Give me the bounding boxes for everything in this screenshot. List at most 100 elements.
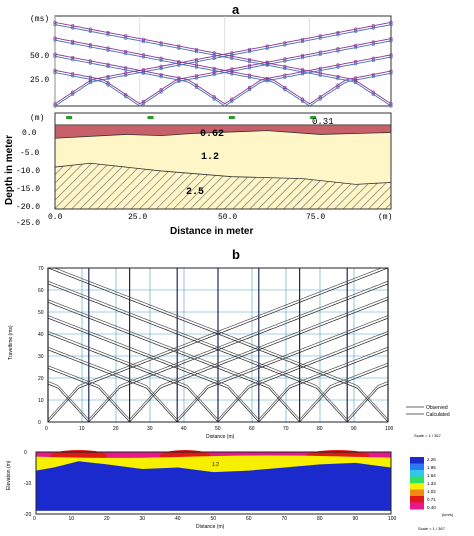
- data-point: [300, 53, 305, 58]
- calculated-curve: [47, 296, 389, 420]
- data-point: [300, 97, 305, 101]
- data-point: [141, 71, 146, 75]
- panel-b-bottom-xtick: 0: [33, 516, 36, 522]
- data-point: [177, 59, 181, 64]
- data-point: [212, 70, 216, 74]
- panel-b-top-ytick: 50: [38, 310, 44, 316]
- data-point: [283, 75, 287, 79]
- colorbar-tick: 0.71: [427, 497, 436, 502]
- panel-b-top-xtick: 10: [79, 426, 85, 432]
- data-point: [230, 72, 234, 76]
- data-point: [318, 71, 322, 75]
- data-point: [300, 56, 305, 60]
- data-point: [53, 54, 57, 58]
- panel-b-bottom-ytick: -20: [24, 512, 31, 518]
- data-point: [230, 70, 234, 74]
- observed-curve: [47, 267, 389, 423]
- data-point: [212, 53, 216, 57]
- data-point: [318, 52, 322, 56]
- layer-boundary: [54, 162, 392, 185]
- panel-a-bottom-frame: [54, 112, 392, 210]
- colorbar-swatch: [410, 496, 424, 503]
- data-point: [124, 71, 128, 75]
- panel-b-top-xtick: 50: [215, 426, 221, 432]
- data-point: [247, 60, 252, 64]
- observed-curve: [54, 55, 392, 107]
- receiver-marker: [228, 116, 235, 119]
- panel-b-top-ytick: 60: [38, 288, 44, 294]
- panel-b-top-ytick: 20: [38, 376, 44, 382]
- data-point: [71, 24, 75, 28]
- data-point: [106, 33, 110, 37]
- data-point: [371, 40, 375, 44]
- data-point: [371, 90, 375, 94]
- data-point: [371, 42, 375, 46]
- layer-2.5: [55, 163, 391, 209]
- colorbar-tick: 1.95: [427, 465, 436, 470]
- receiver-marker: [66, 116, 73, 119]
- data-point: [53, 38, 57, 42]
- data-point: [265, 63, 269, 67]
- data-point: [106, 48, 110, 52]
- panel-b-label: b: [232, 247, 240, 262]
- calculated-curve: [54, 21, 392, 105]
- data-point: [318, 73, 322, 77]
- data-point: [318, 95, 322, 99]
- panel-b-bottom-xlabel: Distance (m): [196, 524, 225, 530]
- panel-b-bottom-xtick: 50: [211, 516, 217, 522]
- data-point: [247, 66, 252, 70]
- data-point: [106, 77, 110, 81]
- data-point: [71, 74, 75, 78]
- colorbar-swatch: [410, 476, 424, 484]
- data-point: [247, 57, 252, 62]
- data-point: [247, 85, 252, 90]
- layer-boundary: [54, 130, 392, 139]
- data-point: [371, 58, 375, 63]
- calculated-curve: [47, 331, 389, 420]
- data-point: [159, 90, 163, 94]
- panel-b-bottom-xtick: 10: [69, 516, 75, 522]
- panel-b-top-xtick: 30: [147, 426, 153, 432]
- panel-a-xlabel: Distance in meter: [170, 226, 253, 237]
- data-point: [159, 66, 163, 71]
- panel-b-bottom-xtick: 80: [317, 516, 323, 522]
- colorbar-swatch: [410, 483, 424, 490]
- data-point: [159, 56, 163, 60]
- panel-b-bottom-xtick: 70: [282, 516, 288, 522]
- panel-a-bottom-unit: (m): [30, 114, 44, 123]
- data-point: [88, 43, 92, 47]
- data-point: [371, 72, 375, 77]
- data-point: [53, 68, 57, 72]
- data-point: [265, 79, 269, 83]
- velocity-layer-blue: [36, 461, 391, 511]
- data-point: [159, 64, 163, 68]
- data-point: [88, 29, 92, 33]
- data-point: [336, 33, 340, 37]
- data-point: [354, 59, 358, 64]
- data-point: [318, 97, 322, 101]
- data-point: [194, 50, 199, 54]
- data-point: [389, 39, 393, 43]
- panel-a-xtick: 0.0: [48, 213, 63, 222]
- data-point: [318, 34, 322, 38]
- data-point: [336, 77, 340, 81]
- data-point: [106, 30, 110, 35]
- calculated-curve: [47, 315, 389, 420]
- layer-label-0.62: 0.62: [200, 129, 224, 140]
- panel-b-bottom-scale: Scale = 1 / 367: [418, 526, 446, 531]
- data-point: [283, 59, 287, 63]
- panel-b-top-ytick: 30: [38, 354, 44, 360]
- panel-a-xtick: 50.0: [218, 213, 237, 222]
- data-point: [212, 73, 216, 77]
- data-point: [71, 26, 75, 30]
- data-point: [106, 64, 110, 69]
- data-point: [336, 65, 340, 69]
- data-point: [283, 85, 287, 90]
- data-point: [141, 99, 146, 104]
- data-point: [177, 44, 181, 48]
- panel-b-bottom-xtick: 60: [246, 516, 252, 522]
- data-point: [88, 81, 92, 85]
- panel-a-top-ytick: 50.0: [30, 52, 49, 61]
- data-point: [88, 75, 92, 79]
